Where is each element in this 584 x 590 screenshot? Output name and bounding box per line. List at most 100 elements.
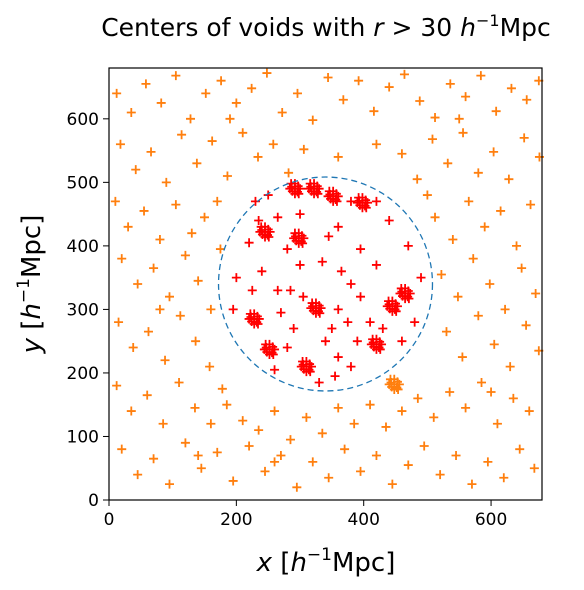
data-point-inside [365, 317, 375, 327]
data-point-outside [451, 451, 461, 461]
data-point-outside [131, 165, 141, 175]
data-point-outside [397, 149, 407, 159]
data-point-outside [117, 254, 127, 264]
data-point-outside [244, 441, 254, 451]
data-point-outside [175, 311, 185, 321]
data-point-cluster [395, 289, 405, 299]
xlabel-unit-tail: Mpc] [332, 548, 395, 578]
data-point-outside [415, 96, 425, 106]
plot-frame [108, 67, 543, 501]
data-point-outside [200, 212, 210, 222]
data-point-outside [519, 133, 529, 143]
data-point-inside [273, 285, 283, 295]
data-point-outside [254, 425, 264, 435]
data-point-outside [190, 403, 200, 413]
data-point-outside [276, 451, 286, 461]
data-point-outside [476, 71, 486, 81]
data-point-inside [378, 323, 388, 333]
data-point-outside [308, 457, 318, 467]
data-point-inside [295, 209, 305, 219]
data-point-outside [216, 76, 226, 86]
data-point-outside [247, 83, 257, 93]
data-point-outside [193, 451, 203, 461]
data-point-outside [473, 311, 483, 321]
data-point-cluster [306, 362, 316, 372]
data-point-inside [289, 323, 299, 333]
data-point-cluster [396, 283, 406, 293]
title-unit-tail: Mpc [500, 13, 551, 42]
data-point-inside [416, 273, 426, 283]
data-point-outside [427, 134, 437, 144]
data-point-cluster [306, 303, 316, 313]
data-point-outside [187, 228, 197, 238]
data-point-inside [321, 336, 330, 346]
data-point-outside [186, 114, 196, 124]
data-point-cluster [298, 238, 308, 248]
data-point-outside [285, 435, 295, 445]
data-point-outside [149, 454, 159, 464]
data-point-cluster [385, 374, 395, 384]
ylabel-open: [ [17, 320, 47, 338]
data-point-inside [356, 244, 366, 254]
data-point-cluster [377, 339, 387, 349]
data-point-cluster [366, 339, 376, 349]
title-unit-base: h [460, 13, 476, 42]
data-point-outside [445, 79, 455, 89]
data-point-outside [222, 171, 232, 181]
data-point-inside [336, 266, 346, 276]
data-point-cluster [259, 344, 269, 354]
data-point-cluster [253, 319, 263, 329]
data-point-inside [257, 266, 267, 276]
data-point-outside [114, 317, 124, 327]
data-point-cluster [354, 193, 364, 203]
data-point-outside [399, 69, 409, 79]
data-point-outside [517, 263, 527, 273]
x-axis: 0 200 400 600 [104, 500, 507, 530]
data-point-outside [397, 406, 407, 416]
data-point-outside [126, 107, 136, 117]
data-point-outside [215, 244, 225, 254]
data-point-inside [276, 308, 286, 318]
ylabel-unit-exp: −1 [14, 278, 34, 303]
data-point-outside [171, 71, 181, 81]
data-point-outside [253, 152, 263, 162]
data-point-outside [499, 473, 509, 483]
xlabel-unit-base: h [290, 548, 306, 578]
data-point-outside [480, 222, 490, 232]
data-point-outside [468, 254, 478, 264]
data-point-cluster [394, 379, 404, 389]
data-point-outside [155, 235, 165, 245]
data-point-outside [146, 147, 156, 157]
data-point-outside [164, 292, 174, 302]
data-point-outside [448, 235, 458, 245]
xlabel-var: x [256, 548, 273, 578]
data-point-outside [212, 447, 222, 457]
data-point-outside [458, 128, 468, 138]
data-point-outside [270, 406, 280, 416]
x-tick-label: 200 [220, 510, 252, 530]
title-var: r [373, 13, 385, 42]
data-point-outside [180, 250, 190, 260]
data-point-outside [191, 336, 201, 346]
data-point-outside [217, 384, 227, 394]
data-point-outside [489, 339, 499, 349]
data-point-cluster [315, 308, 325, 318]
data-point-cluster [307, 298, 317, 308]
data-point-outside [496, 206, 506, 216]
data-point-inside [397, 336, 407, 346]
data-point-cluster [324, 186, 334, 196]
title-rel: > 30 [384, 13, 461, 42]
data-point-outside [443, 158, 453, 168]
data-point-cluster [289, 233, 299, 243]
data-point-outside [110, 196, 120, 206]
data-point-outside [436, 269, 446, 279]
data-point-inside [295, 260, 305, 270]
data-point-outside [333, 152, 343, 162]
data-point-outside [133, 279, 143, 289]
data-point-outside [180, 438, 190, 448]
ylabel-unit-tail: Mpc] [17, 215, 47, 278]
data-point-cluster [368, 334, 378, 344]
data-point-outside [164, 479, 174, 489]
data-point-outside [356, 466, 366, 476]
